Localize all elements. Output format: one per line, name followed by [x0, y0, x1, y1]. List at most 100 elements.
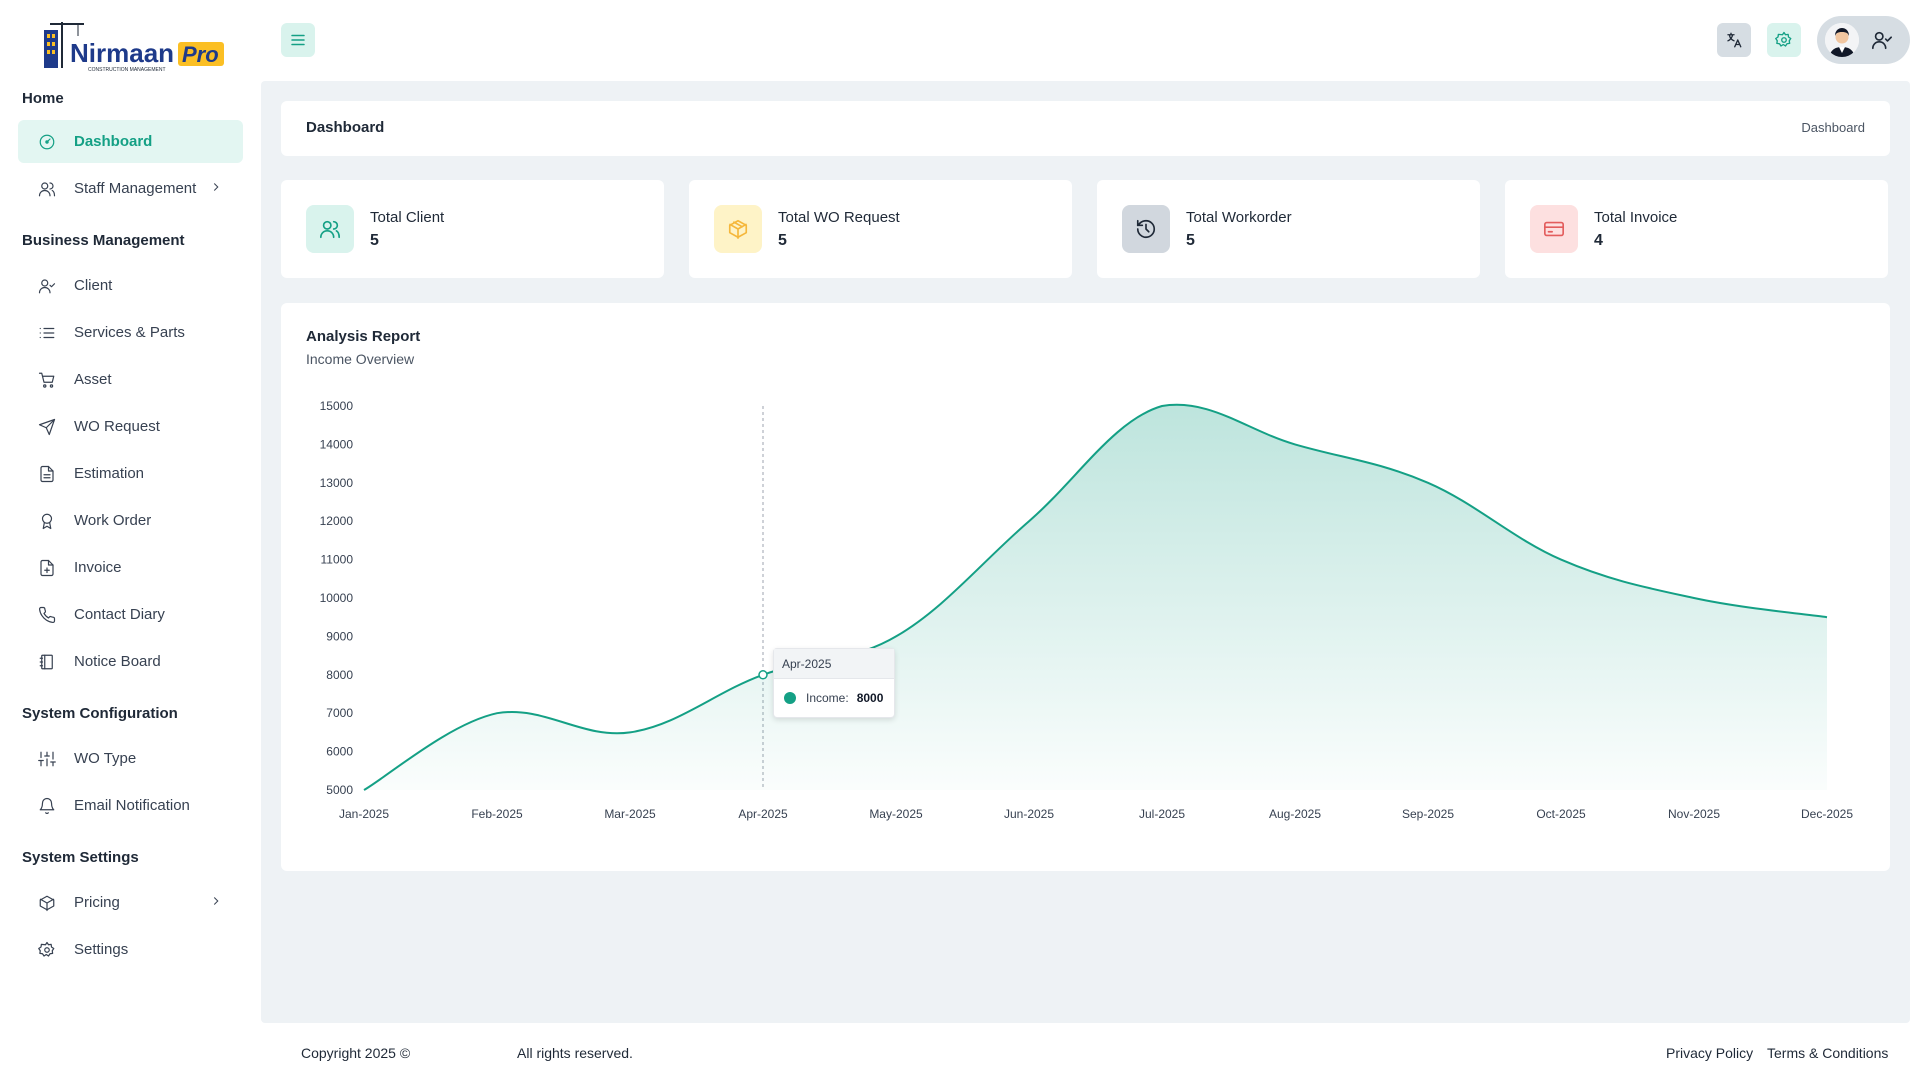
- tooltip-series-name: Income:: [806, 691, 849, 705]
- page-header: Dashboard Dashboard: [281, 101, 1890, 156]
- stat-value: 5: [1186, 232, 1195, 249]
- sidebar-item-notice-board[interactable]: Notice Board: [18, 640, 243, 683]
- x-tick-label: Oct-2025: [1536, 807, 1586, 821]
- brand-name-main: Nirmaan: [70, 38, 174, 68]
- sidebar-nav: Home Dashboard Staff Management Business…: [0, 88, 258, 975]
- hamburger-icon: [291, 34, 305, 46]
- sidebar-item-wo-request[interactable]: WO Request: [18, 405, 243, 448]
- sidebar-item-label: Asset: [74, 371, 112, 388]
- users-icon: [38, 180, 56, 198]
- sidebar-item-label: WO Type: [74, 750, 137, 767]
- settings-button[interactable]: [1767, 23, 1801, 57]
- income-series-line: [363, 403, 1828, 791]
- chart-tooltip: Apr-2025 Income: 8000: [773, 648, 895, 718]
- sidebar-item-invoice[interactable]: Invoice: [18, 546, 243, 589]
- y-tick-label: 11000: [321, 553, 354, 567]
- sidebar-item-label: Dashboard: [74, 133, 153, 150]
- x-tick-label: Apr-2025: [738, 807, 788, 821]
- sidebar-item-settings[interactable]: Settings: [18, 928, 243, 971]
- y-tick-label: 10000: [320, 591, 354, 605]
- privacy-policy-link[interactable]: Privacy Policy: [1666, 1045, 1754, 1061]
- sidebar-item-staff-management[interactable]: Staff Management: [18, 167, 243, 210]
- income-area-chart[interactable]: 5000 6000 7000 8000 9000 10000 11000 12000 13000…: [281, 303, 1890, 871]
- sidebar-item-asset[interactable]: Asset: [18, 358, 243, 401]
- y-tick-label: 14000: [320, 437, 354, 451]
- x-tick-label: Jan-2025: [339, 807, 389, 821]
- sidebar-item-dashboard[interactable]: Dashboard: [18, 120, 243, 163]
- tooltip-series-marker: [784, 692, 796, 704]
- cart-icon: [38, 371, 56, 389]
- stat-label: Total Workorder: [1186, 209, 1292, 226]
- chart-subtitle: Income Overview: [306, 351, 415, 367]
- stat-value: 5: [370, 232, 379, 249]
- section-title-business-management: Business Management: [22, 232, 185, 249]
- sidebar-item-label: Invoice: [74, 559, 122, 576]
- package-icon: [38, 894, 56, 912]
- sidebar-item-label: Settings: [74, 941, 129, 958]
- users-icon: [306, 205, 354, 253]
- user-check-icon: [1871, 29, 1893, 51]
- sidebar-item-label: Notice Board: [74, 653, 161, 670]
- y-tick-label: 6000: [326, 745, 353, 759]
- phone-icon: [38, 606, 56, 624]
- x-tick-label: Jun-2025: [1004, 807, 1054, 821]
- sidebar-item-label: Services & Parts: [74, 324, 185, 341]
- x-tick-label: Nov-2025: [1668, 807, 1720, 821]
- translate-icon: [1727, 32, 1742, 48]
- tooltip-category: Apr-2025: [774, 649, 894, 679]
- x-tick-label: Dec-2025: [1801, 807, 1853, 821]
- sliders-icon: [38, 750, 56, 768]
- data-point[interactable]: [758, 670, 768, 680]
- y-tick-label: 9000: [326, 629, 353, 643]
- stat-card-total-workorder[interactable]: Total Workorder 5: [1097, 180, 1480, 278]
- sidebar-item-label: WO Request: [74, 418, 160, 435]
- sidebar-item-wo-type[interactable]: WO Type: [18, 737, 243, 780]
- menu-toggle-button[interactable]: [281, 23, 315, 57]
- terms-conditions-link[interactable]: Terms & Conditions: [1767, 1045, 1889, 1061]
- stat-card-total-client[interactable]: Total Client 5: [281, 180, 664, 278]
- sidebar-item-label: Email Notification: [74, 797, 190, 814]
- chart-title: Analysis Report: [306, 328, 421, 345]
- user-menu[interactable]: [1817, 16, 1910, 64]
- tooltip-value: 8000: [856, 691, 884, 705]
- sidebar-item-estimation[interactable]: Estimation: [18, 452, 243, 495]
- section-title-system-configuration: System Configuration: [22, 705, 178, 722]
- y-tick-label: 15000: [320, 399, 354, 413]
- sidebar: Nirmaan Pro CONSTRUCTION MANAGEMENT Home…: [0, 0, 258, 1080]
- footer-copyright: Copyright 2025 ©: [301, 1045, 411, 1061]
- page-title: Dashboard: [306, 119, 385, 136]
- send-icon: [38, 418, 56, 436]
- file-plus-icon: [38, 559, 56, 577]
- file-text-icon: [38, 465, 56, 483]
- stat-value: 5: [778, 232, 787, 249]
- sidebar-item-pricing[interactable]: Pricing: [18, 881, 243, 924]
- sidebar-item-label: Staff Management: [74, 180, 197, 197]
- stat-card-total-invoice[interactable]: Total Invoice 4: [1505, 180, 1888, 278]
- x-tick-label: Aug-2025: [1269, 807, 1321, 821]
- stat-value: 4: [1594, 232, 1603, 249]
- sidebar-item-label: Work Order: [74, 512, 152, 529]
- language-button[interactable]: [1717, 23, 1751, 57]
- chevron-right-icon: [209, 180, 223, 194]
- sidebar-item-client[interactable]: Client: [18, 264, 243, 307]
- sidebar-item-label: Pricing: [74, 894, 120, 911]
- y-tick-label: 13000: [320, 476, 354, 490]
- breadcrumb[interactable]: Dashboard: [1801, 120, 1865, 135]
- footer-rights: All rights reserved.: [517, 1045, 633, 1061]
- sidebar-item-email-notification[interactable]: Email Notification: [18, 784, 243, 827]
- sidebar-item-services-parts[interactable]: Services & Parts: [18, 311, 243, 354]
- avatar: [1825, 23, 1859, 57]
- sidebar-item-work-order[interactable]: Work Order: [18, 499, 243, 542]
- history-icon: [1122, 205, 1170, 253]
- stat-label: Total Client: [370, 209, 445, 226]
- y-tick-label: 12000: [320, 514, 354, 528]
- x-tick-label: Mar-2025: [604, 807, 656, 821]
- brand-logo[interactable]: Nirmaan Pro CONSTRUCTION MANAGEMENT: [40, 18, 226, 74]
- sidebar-item-contact-diary[interactable]: Contact Diary: [18, 593, 243, 636]
- list-icon: [38, 324, 56, 342]
- stat-card-total-wo-request[interactable]: Total WO Request 5: [689, 180, 1072, 278]
- stat-label: Total Invoice: [1594, 209, 1678, 226]
- x-tick-label: Sep-2025: [1402, 807, 1454, 821]
- analysis-report-card: Analysis Report Income Overview 5000 6000…: [281, 303, 1890, 871]
- y-tick-label: 7000: [326, 706, 353, 720]
